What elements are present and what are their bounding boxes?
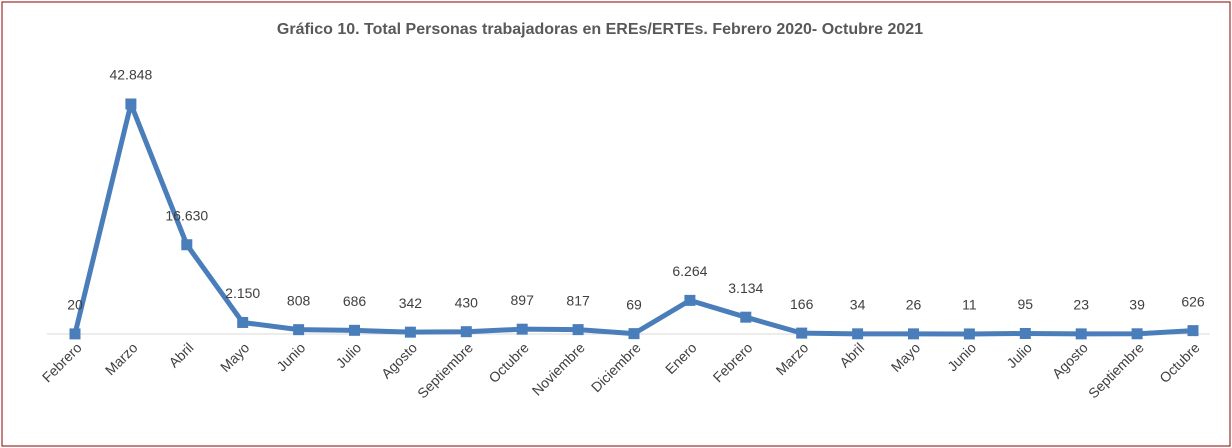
data-marker: [293, 324, 305, 336]
data-label: 430: [455, 294, 479, 310]
data-marker: [572, 324, 584, 336]
data-marker: [1187, 325, 1199, 337]
data-label: 26: [906, 297, 922, 313]
data-label: 3.134: [728, 280, 763, 296]
data-label: 897: [511, 292, 535, 308]
data-label: 69: [626, 296, 642, 312]
x-tick-label: Mayo: [217, 339, 253, 375]
x-tick-label: Agosto: [1049, 339, 1091, 381]
x-tick-label: Julio: [333, 339, 365, 371]
data-label: 42.848: [109, 67, 152, 83]
x-tick-label: Octubre: [485, 339, 532, 386]
chart-title: Gráfico 10. Total Personas trabajadoras …: [277, 21, 923, 38]
data-label: 686: [343, 293, 367, 309]
data-label: 34: [850, 297, 866, 313]
x-tick-label: Abril: [165, 339, 196, 370]
data-marker: [125, 98, 137, 110]
x-tick-label: Mayo: [888, 339, 924, 375]
data-marker: [69, 328, 81, 340]
data-marker: [796, 327, 808, 339]
x-tick-label: Septiembre: [1085, 339, 1147, 401]
x-tick-label: Agosto: [378, 339, 420, 381]
data-marker: [349, 324, 360, 336]
data-marker: [1019, 327, 1031, 339]
x-tick-label: Octubre: [1156, 339, 1203, 386]
x-tick-label: Marzo: [102, 339, 141, 378]
data-label: 95: [1018, 296, 1034, 312]
data-label: 6.264: [672, 263, 707, 279]
data-label: 11: [962, 297, 977, 313]
data-marker: [404, 326, 416, 338]
data-label: 342: [399, 295, 423, 311]
data-label: 16.630: [165, 207, 208, 223]
x-tick-label: Diciembre: [588, 339, 644, 395]
data-label: 817: [566, 292, 590, 308]
data-marker: [181, 239, 193, 251]
data-label: 2.150: [225, 285, 260, 301]
x-tick-label: Febrero: [39, 339, 85, 385]
data-marker: [1075, 328, 1087, 340]
x-tick-label: Enero: [662, 339, 700, 377]
data-label: 626: [1181, 293, 1205, 309]
data-marker: [628, 328, 640, 340]
data-marker: [460, 326, 472, 338]
data-label: 20: [67, 297, 83, 313]
data-label: 808: [287, 292, 311, 308]
data-marker: [852, 328, 864, 340]
data-label: 23: [1073, 297, 1089, 313]
x-tick-label: Septiembre: [414, 339, 476, 401]
x-tick-label: Abril: [836, 339, 867, 370]
data-label: 39: [1129, 296, 1145, 312]
x-tick-label: Noviembre: [529, 339, 588, 398]
x-tick-label: Junio: [273, 339, 308, 374]
x-tick-label: Marzo: [773, 339, 812, 378]
data-marker: [684, 294, 696, 306]
data-label: 166: [790, 296, 814, 312]
data-marker: [963, 328, 975, 340]
data-marker: [1131, 328, 1143, 340]
x-tick-label: Febrero: [710, 339, 756, 385]
data-marker: [908, 328, 919, 340]
x-tick-label: Junio: [944, 339, 979, 374]
x-tick-label: Julio: [1003, 339, 1035, 371]
data-marker: [237, 316, 249, 328]
data-marker: [740, 311, 752, 323]
data-marker: [516, 323, 528, 335]
